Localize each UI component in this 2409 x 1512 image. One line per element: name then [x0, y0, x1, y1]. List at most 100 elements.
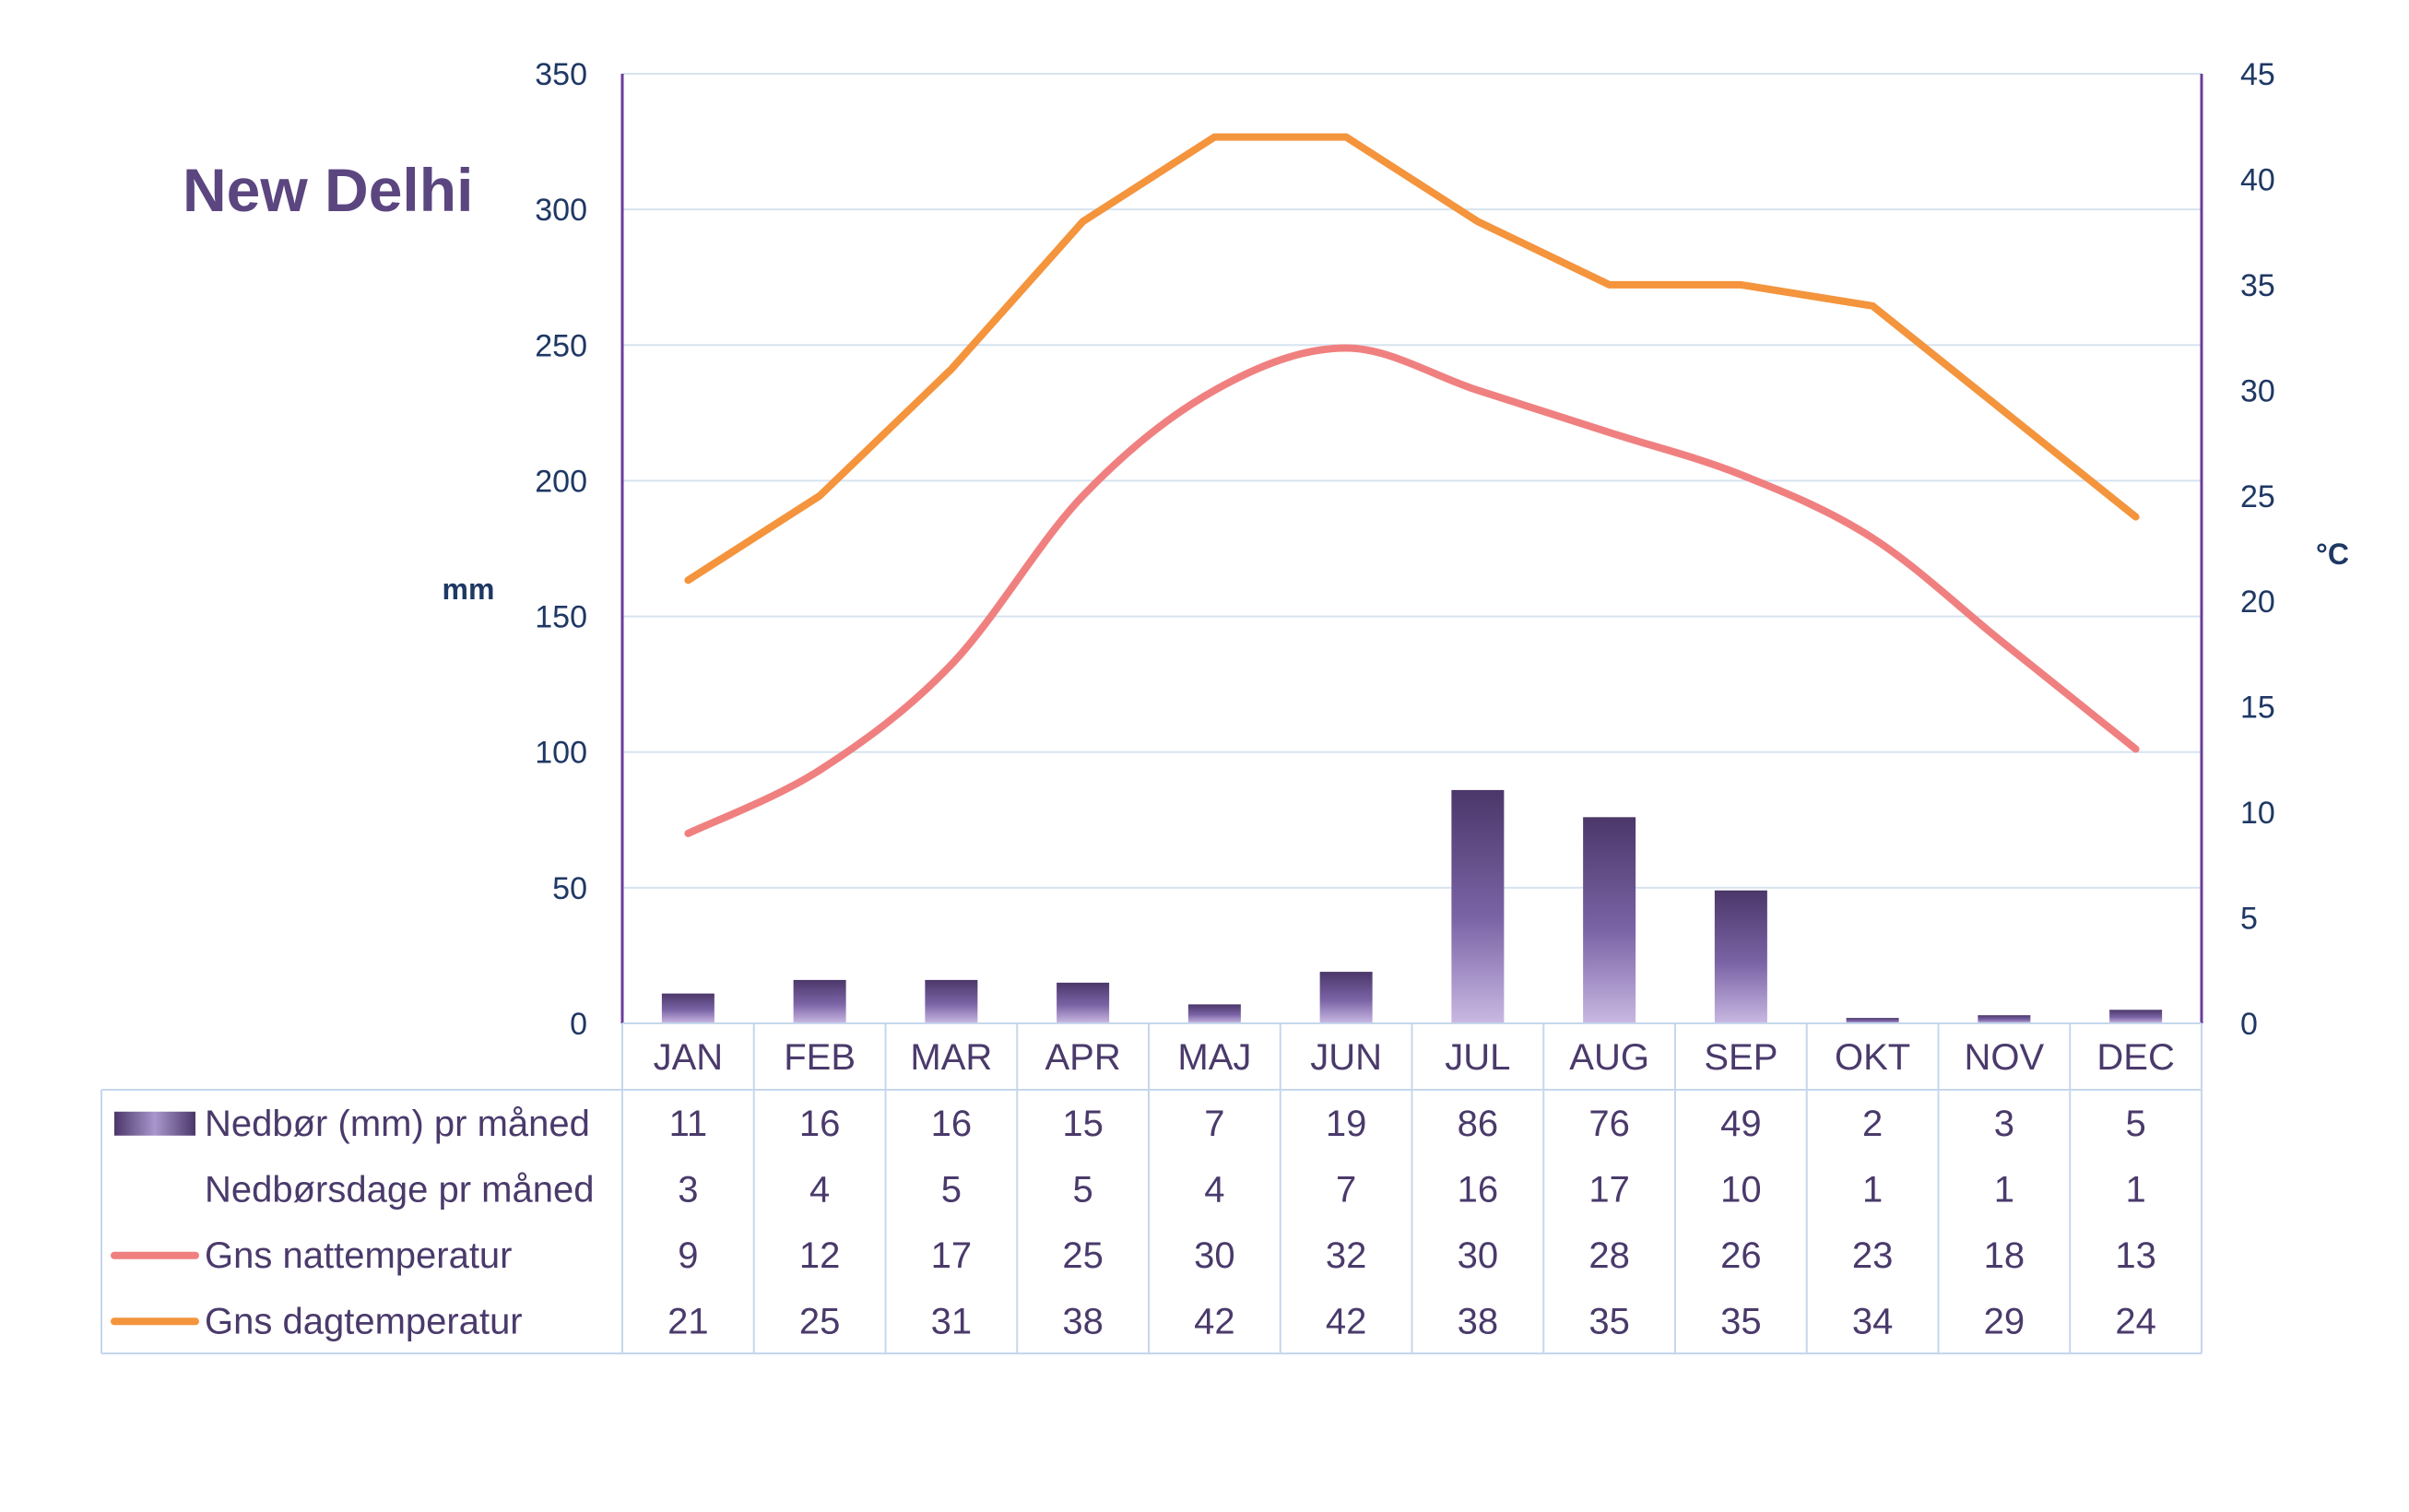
category-label: MAJ [1177, 1037, 1251, 1078]
table-cell: 38 [1062, 1301, 1104, 1341]
category-label: JUL [1445, 1037, 1510, 1078]
table-cell: 25 [1062, 1235, 1104, 1276]
table-cell: 76 [1588, 1104, 1630, 1144]
chart-title: New Delhi [183, 156, 474, 224]
table-cell: 11 [669, 1104, 708, 1144]
table-cell: 9 [678, 1235, 698, 1276]
y2-axis-label: °C [2316, 537, 2349, 571]
table-cell: 32 [1326, 1235, 1367, 1276]
temperature-lines [684, 133, 2140, 837]
y2-tick-label: 25 [2240, 479, 2275, 514]
data-table: JAN FEB MAR APR MAJ JUN JUL AUG SEP OKT NOV DEC Nedb… [100, 1022, 2202, 1354]
precipitation-bar [1057, 982, 1110, 1023]
table-cell: 12 [799, 1235, 841, 1276]
table-cell: 4 [809, 1169, 830, 1210]
night-temperature-line [684, 344, 2140, 837]
table-cell: 5 [1073, 1169, 1093, 1210]
axes: 0 50 100 150 200 250 300 350 0 5 10 15 20 25 30 35 40 45 m… [443, 57, 2349, 1042]
table-cell: 29 [1984, 1301, 2025, 1341]
table-cell: 16 [799, 1104, 841, 1144]
table-cell: 49 [1720, 1104, 1762, 1144]
table-cell: 2 [1862, 1104, 1883, 1144]
table-cell: 3 [678, 1169, 698, 1210]
precipitation-bar [1714, 890, 1767, 1023]
y-tick-label: 250 [535, 328, 587, 363]
precipitation-bar [793, 979, 846, 1023]
precipitation-bar [1583, 817, 1636, 1023]
y2-tick-label: 45 [2240, 57, 2275, 92]
precipitation-bars [661, 789, 2163, 1023]
category-label: FEB [784, 1037, 856, 1078]
table-cell: 31 [931, 1301, 973, 1341]
y-tick-label: 100 [535, 736, 587, 771]
y2-tick-label: 40 [2240, 162, 2275, 197]
table-cell: 34 [1852, 1301, 1894, 1341]
table-cell: 5 [2126, 1104, 2146, 1144]
precipitation-bar [925, 979, 978, 1023]
category-label: JAN [654, 1037, 724, 1078]
category-label: SEP [1704, 1037, 1777, 1078]
table-cell: 35 [1588, 1301, 1630, 1341]
table-cell: 86 [1458, 1104, 1499, 1144]
category-label: OKT [1835, 1037, 1910, 1078]
category-label: AUG [1569, 1037, 1649, 1078]
legend-key-bars [114, 1111, 195, 1136]
table-cell: 4 [1204, 1169, 1224, 1210]
table-row-label: Gns nattemperatur [205, 1235, 513, 1276]
y2-tick-label: 10 [2240, 796, 2275, 831]
table-cell: 35 [1720, 1301, 1762, 1341]
table-cell: 21 [667, 1301, 709, 1341]
y-tick-label: 150 [535, 600, 587, 635]
table-cell: 19 [1326, 1104, 1367, 1144]
table-row-label: Nedbørsdage pr måned [205, 1169, 594, 1210]
precipitation-bar [1451, 789, 1505, 1023]
table-cell: 23 [1852, 1235, 1894, 1276]
table-cell: 1 [2126, 1169, 2146, 1210]
y-axis-label: mm [443, 573, 495, 606]
table-cell: 42 [1326, 1301, 1367, 1341]
table-row-label: Nedbør (mm) pr måned [205, 1104, 590, 1144]
category-label: NOV [1965, 1037, 2045, 1078]
table-cell: 18 [1984, 1235, 2025, 1276]
table-cell: 3 [1994, 1104, 2014, 1144]
category-label: DEC [2096, 1037, 2174, 1078]
table-cell: 28 [1588, 1235, 1630, 1276]
y-tick-label: 300 [535, 193, 587, 228]
y2-tick-label: 0 [2240, 1007, 2258, 1042]
y2-tick-label: 5 [2240, 902, 2258, 937]
table-cell: 30 [1194, 1235, 1235, 1276]
precipitation-bar [1846, 1018, 1899, 1023]
gridlines [622, 73, 2202, 889]
table-cell: 17 [931, 1235, 973, 1276]
y-tick-label: 50 [552, 871, 587, 906]
day-temperature-line [684, 133, 2140, 585]
y-tick-label: 0 [570, 1007, 587, 1042]
table-cell: 15 [1062, 1104, 1104, 1144]
table-cell: 38 [1458, 1301, 1499, 1341]
precipitation-bar [2109, 1010, 2163, 1023]
category-label: MAR [910, 1037, 992, 1078]
table-cell: 7 [1336, 1169, 1356, 1210]
table-cell: 16 [931, 1104, 973, 1144]
table-cell: 10 [1720, 1169, 1762, 1210]
precipitation-bar [1319, 972, 1373, 1023]
table-cell: 17 [1588, 1169, 1630, 1210]
precipitation-bar [661, 993, 714, 1023]
y2-tick-label: 20 [2240, 585, 2275, 620]
y-tick-label: 350 [535, 57, 587, 92]
category-label: APR [1045, 1037, 1121, 1078]
table-cell: 5 [941, 1169, 962, 1210]
y2-tick-label: 15 [2240, 691, 2275, 726]
precipitation-bar [1187, 1004, 1241, 1023]
precipitation-bar [1978, 1015, 2031, 1023]
table-cell: 1 [1994, 1169, 2014, 1210]
y-tick-label: 200 [535, 464, 587, 499]
y2-tick-label: 30 [2240, 373, 2275, 408]
category-label: JUN [1310, 1037, 1382, 1078]
table-cell: 25 [799, 1301, 841, 1341]
table-cell: 30 [1458, 1235, 1499, 1276]
table-cell: 24 [2115, 1301, 2156, 1341]
table-cell: 1 [1862, 1169, 1883, 1210]
y2-tick-label: 35 [2240, 268, 2275, 303]
